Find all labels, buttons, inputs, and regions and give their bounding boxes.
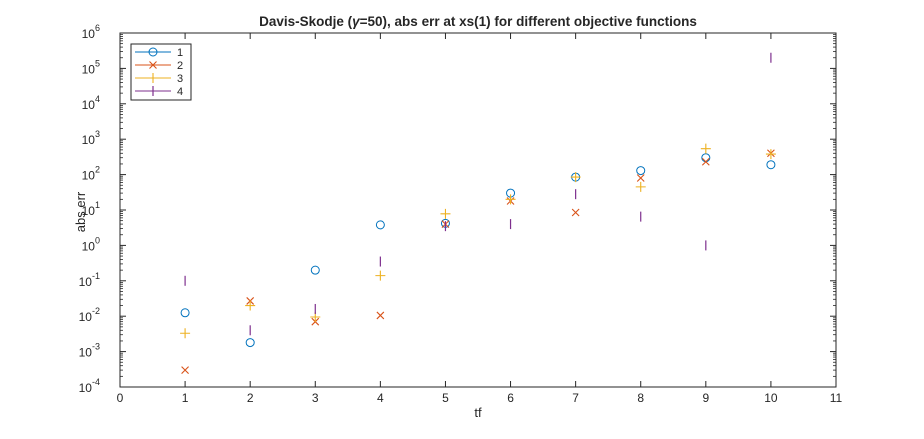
x-tick-label: 11	[830, 391, 843, 405]
data-point-series-1	[245, 338, 255, 348]
x-axis-label: tf	[474, 405, 482, 420]
data-point-series-3	[635, 181, 646, 192]
data-point-series-3	[505, 194, 516, 205]
data-points	[180, 52, 776, 374]
y-tick-label: 10-2	[79, 306, 100, 324]
legend-label-2: 2	[177, 60, 183, 72]
legend-marker-3	[148, 73, 158, 83]
data-point-series-3	[700, 143, 711, 154]
data-point-series-1	[180, 308, 190, 318]
x-tick-label: 5	[442, 391, 449, 405]
legend-label-1: 1	[177, 47, 183, 59]
data-point-series-3	[375, 270, 386, 281]
data-point-series-2	[181, 366, 189, 374]
data-point-series-3	[570, 172, 581, 183]
x-tick-label: 0	[117, 391, 124, 405]
data-point-series-2	[636, 174, 645, 182]
chart-title: Davis-Skodje (γ=50), abs err at xs(1) fo…	[259, 14, 697, 29]
legend-marker-1	[148, 47, 158, 57]
x-axis: 0 1 2 3 4 5 6 7 8 9 10 11	[117, 33, 843, 405]
x-tick-label: 8	[637, 391, 644, 405]
data-point-series-2	[571, 208, 580, 217]
data-point-series-3	[765, 149, 776, 160]
y-axis: 10-4 10-3 10-2 10-1 100 101 102 103 104 105 106	[79, 23, 836, 395]
plot-area	[119, 32, 837, 388]
y-tick-label: 100	[82, 235, 100, 253]
data-point-series-1	[375, 220, 385, 230]
x-tick-label: 1	[182, 391, 189, 405]
x-tick-label: 6	[507, 391, 514, 405]
y-tick-label: 104	[82, 94, 100, 112]
x-tick-label: 4	[377, 391, 384, 405]
y-tick-label: 103	[82, 129, 100, 147]
y-tick-label: 10-4	[79, 377, 100, 395]
data-point-series-3	[180, 328, 191, 339]
data-point-series-3	[440, 208, 451, 219]
y-tick-label: 102	[82, 165, 100, 183]
data-point-series-1	[636, 166, 646, 176]
axes-box	[119, 32, 837, 388]
legend-label-4: 4	[177, 86, 183, 98]
x-tick-label: 7	[572, 391, 579, 405]
y-tick-label: 105	[82, 58, 100, 76]
y-tick-label: 10-1	[79, 271, 100, 289]
x-tick-label: 10	[764, 391, 778, 405]
y-tick-label: 10-3	[79, 342, 100, 360]
x-tick-label: 9	[702, 391, 709, 405]
legend-marker-2	[149, 61, 157, 69]
y-axis-label: abs err	[73, 191, 88, 232]
data-point-series-1	[766, 160, 776, 170]
data-point-series-3	[245, 300, 256, 311]
y-tick-label: 106	[82, 23, 100, 41]
x-tick-label: 3	[312, 391, 319, 405]
data-point-series-1	[310, 265, 320, 275]
data-point-series-2	[376, 311, 385, 320]
data-point-series-2	[701, 157, 710, 166]
x-tick-label: 2	[247, 391, 254, 405]
y-tick-label: 101	[82, 200, 100, 218]
legend-label-3: 3	[177, 73, 183, 85]
